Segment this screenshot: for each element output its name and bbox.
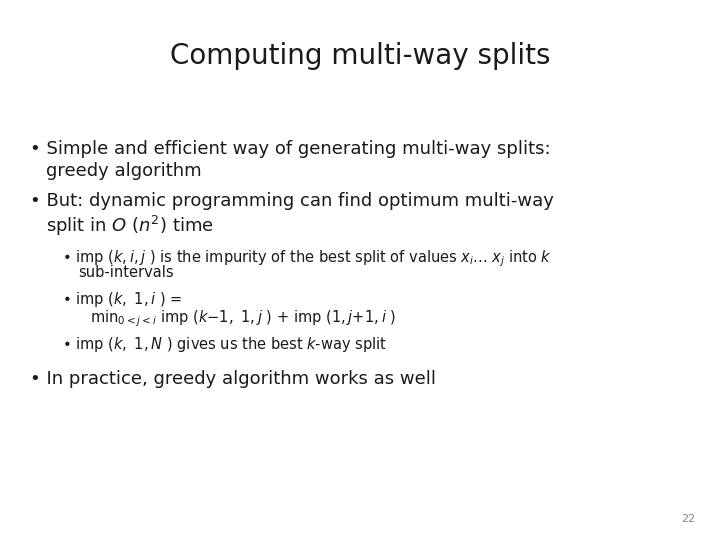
Text: sub-intervals: sub-intervals (78, 265, 174, 280)
Text: • imp $(\mathit{k}, \mathit{i}, \mathit{j}\ )$ is the impurity of the best split: • imp $(\mathit{k}, \mathit{i}, \mathit{… (62, 248, 552, 268)
Text: min$_{0<j<i}$ imp $(\mathit{k}{-}1,$ 1$, \mathit{j}\ )$ + imp $(1, \mathit{j}{+}: min$_{0<j<i}$ imp $(\mathit{k}{-}1,$ 1$,… (90, 308, 396, 329)
Text: Computing multi-way splits: Computing multi-way splits (170, 42, 550, 70)
Text: greedy algorithm: greedy algorithm (46, 162, 202, 180)
Text: 22: 22 (680, 514, 695, 524)
Text: • imp $(\mathit{k},$ 1$, \mathit{i}\ )$ =: • imp $(\mathit{k},$ 1$, \mathit{i}\ )$ … (62, 290, 182, 309)
Text: • In practice, greedy algorithm works as well: • In practice, greedy algorithm works as… (30, 370, 436, 388)
Text: • But: dynamic programming can find optimum multi-way: • But: dynamic programming can find opti… (30, 192, 554, 210)
Text: • imp $(\mathit{k},$ 1$, \mathit{N}\ )$ gives us the best $\mathit{k}$-way split: • imp $(\mathit{k},$ 1$, \mathit{N}\ )$ … (62, 335, 387, 354)
Text: • Simple and efficient way of generating multi-way splits:: • Simple and efficient way of generating… (30, 140, 551, 158)
Text: split in $\mathit{O}$ $(\mathit{n}^2)$ time: split in $\mathit{O}$ $(\mathit{n}^2)$ t… (46, 214, 214, 238)
